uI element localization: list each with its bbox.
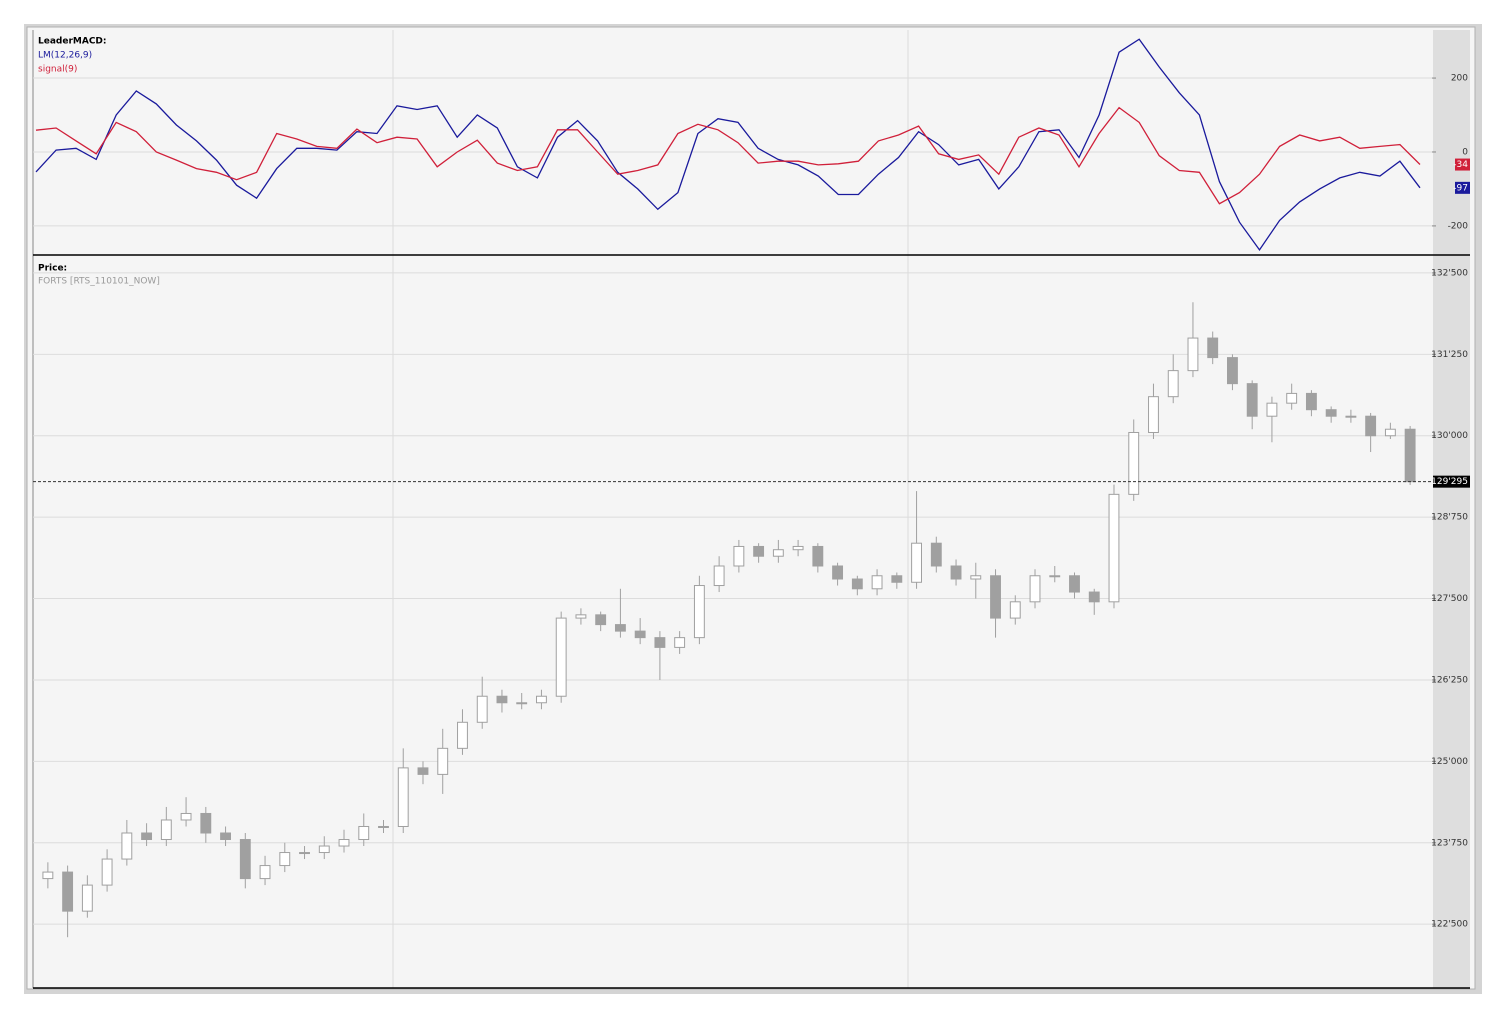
candle-body	[1088, 591, 1100, 603]
candle-body	[634, 630, 646, 639]
y-tick-label: 126'250	[1431, 675, 1468, 685]
candle-body	[654, 637, 666, 648]
candle-body	[1049, 575, 1061, 578]
candle-body	[1286, 392, 1298, 404]
candle-body	[496, 695, 508, 704]
candle-body	[1069, 575, 1080, 593]
candle-body	[1404, 428, 1416, 483]
y-tick-label: 125'000	[1431, 757, 1468, 767]
candle-body	[397, 767, 409, 827]
candle-body	[812, 545, 824, 567]
candle-body	[62, 871, 74, 912]
y-tick-label: 127'500	[1431, 594, 1468, 604]
panel-title: LeaderMACD:	[38, 37, 107, 47]
candle-body	[141, 832, 153, 841]
candle-body	[970, 575, 982, 580]
panel-title: Price:	[38, 264, 67, 274]
price-badge	[1433, 475, 1470, 488]
candle-body	[792, 545, 804, 551]
candle-body	[614, 624, 626, 632]
candle-body	[674, 637, 686, 648]
candle-body	[239, 839, 251, 880]
candle-body	[279, 852, 291, 867]
last-value-badge	[1455, 158, 1470, 171]
macd-line	[35, 38, 1421, 252]
candle-body	[1384, 428, 1396, 437]
candle-body	[753, 545, 765, 557]
candle-body	[160, 819, 172, 841]
candle-body	[772, 549, 784, 557]
candle-body	[1167, 370, 1179, 398]
candle-body	[220, 832, 231, 841]
candle-body	[871, 575, 883, 590]
candle-body	[1029, 575, 1041, 603]
candle-body	[417, 767, 429, 775]
candle-body	[1305, 392, 1317, 411]
y-tick-label: 123'750	[1431, 838, 1468, 848]
candle-body	[713, 565, 725, 587]
candle-body	[911, 542, 922, 583]
candle-body	[1148, 396, 1159, 433]
candle-body	[832, 565, 844, 580]
candle-body	[121, 832, 133, 860]
candle-body	[180, 812, 192, 821]
candle-body	[338, 839, 350, 847]
y-tick-label: 130'000	[1431, 431, 1468, 441]
legend-entry: signal(9)	[38, 65, 77, 75]
y-tick-label: 122'500	[1431, 920, 1468, 930]
candle-body	[318, 845, 330, 854]
candle-body	[437, 747, 449, 775]
candle-body	[259, 865, 271, 880]
candle-body	[1108, 493, 1120, 603]
candle-body	[299, 852, 310, 855]
candle-body	[457, 721, 468, 749]
y-tick-label: 0	[1462, 147, 1468, 157]
candle-body	[1128, 431, 1140, 495]
candle-body	[930, 542, 942, 567]
candle-body	[555, 617, 567, 697]
candle-body	[42, 871, 54, 880]
candle-body	[1365, 415, 1377, 437]
panel-subtitle: FORTS [RTS_110101_NOW]	[38, 277, 160, 287]
candle-body	[101, 858, 113, 886]
candle-body	[891, 575, 903, 583]
candle-body	[358, 825, 370, 841]
candle-body	[1246, 383, 1258, 417]
plot-layer: -200 0 200 -97 -34 122'500 123'750 125'000 126'2…	[33, 38, 1470, 938]
candle-body	[81, 884, 93, 912]
candle-body	[200, 812, 212, 834]
candle-body	[693, 585, 705, 639]
last-value-label: -97	[1453, 183, 1468, 193]
candle-body	[1227, 357, 1238, 385]
candle-body	[1187, 337, 1199, 372]
candle-body	[1266, 402, 1278, 417]
y-tick-label: -200	[1448, 221, 1469, 231]
candle-body	[476, 695, 488, 723]
candle-body	[950, 565, 962, 580]
candle-body	[990, 575, 1001, 619]
candle-body	[575, 614, 587, 619]
window-frame	[26, 26, 1476, 990]
candle-body	[1009, 601, 1021, 619]
candle-body	[595, 614, 607, 626]
y-tick-label: 128'750	[1431, 513, 1468, 523]
y-tick-label: 200	[1451, 74, 1468, 84]
candle-body	[1345, 415, 1357, 418]
candle-body	[851, 578, 863, 590]
y-tick-label: 131'250	[1431, 350, 1468, 360]
candle-body	[536, 695, 547, 704]
candle-body	[516, 702, 528, 705]
candle-body	[733, 545, 745, 567]
candle-body	[1207, 337, 1219, 359]
legend-entry: LM(12,26,9)	[38, 51, 92, 61]
macd-line	[35, 106, 1421, 205]
last-value-badge	[1455, 181, 1470, 194]
candle-body	[1325, 409, 1337, 417]
candle-body	[378, 825, 389, 828]
price-label: 129'295	[1431, 477, 1468, 487]
last-value-label: -34	[1453, 160, 1468, 170]
y-tick-label: 132'500	[1431, 268, 1468, 278]
